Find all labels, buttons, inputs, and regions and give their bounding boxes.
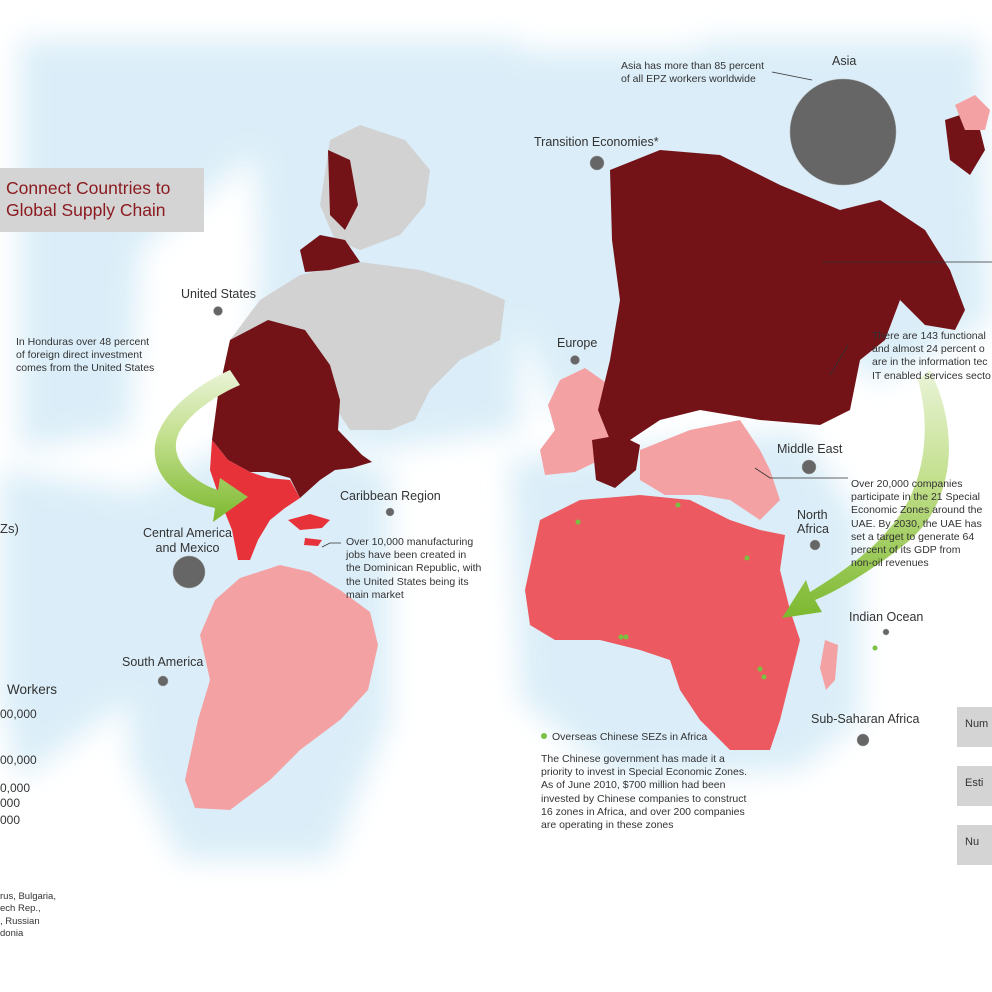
legend-box-estimate: Esti bbox=[957, 766, 992, 806]
legend-zs: Zs) bbox=[0, 521, 19, 536]
legend-box-estimate-label: Esti bbox=[965, 777, 984, 789]
curved-arrow-us-central-america bbox=[154, 370, 248, 522]
caribbean-label: Caribbean Region bbox=[340, 489, 441, 503]
alaska-land bbox=[300, 235, 360, 272]
europe-bubble bbox=[570, 355, 580, 365]
africa-land bbox=[525, 495, 800, 750]
pacific-pink bbox=[955, 95, 990, 130]
arrows bbox=[154, 370, 949, 618]
united-states-label: United States bbox=[181, 287, 257, 301]
sez-dot bbox=[761, 674, 767, 680]
north-africa-label: North Africa bbox=[797, 508, 829, 536]
sez-dot bbox=[623, 634, 629, 640]
us-bubble bbox=[213, 306, 223, 316]
sub-saharan-label: Sub-Saharan Africa bbox=[811, 712, 920, 726]
south-america-land bbox=[185, 565, 378, 810]
legend-value-2: 00,000 bbox=[0, 753, 37, 767]
sez-dot bbox=[575, 519, 581, 525]
india-leader-line bbox=[829, 344, 849, 376]
asia-note: Asia has more than 85 percent of all EPZ… bbox=[621, 60, 765, 86]
transition-bubble bbox=[589, 155, 605, 171]
asia-leader-line bbox=[771, 71, 813, 81]
europe-label: Europe bbox=[557, 336, 598, 350]
land bbox=[185, 95, 990, 810]
north-pacific-dark bbox=[328, 150, 358, 230]
legend-value-3: 0,000 bbox=[0, 781, 31, 795]
legend-box-num: Nu bbox=[957, 825, 992, 865]
usa-land bbox=[212, 320, 372, 498]
sez-dot bbox=[744, 555, 750, 561]
sez-legend-label: Overseas Chinese SEZs in Africa bbox=[552, 731, 708, 743]
dominican-leader-line bbox=[321, 542, 341, 548]
bubbles bbox=[157, 78, 897, 747]
legend-value-4: 000 bbox=[0, 796, 21, 810]
madagascar-land bbox=[820, 640, 838, 690]
middle-east-land bbox=[640, 420, 780, 520]
asia-label: Asia bbox=[832, 54, 857, 68]
dominican-note: Over 10,000 manufacturing jobs have been… bbox=[346, 536, 482, 601]
legend-value-1: 00,000 bbox=[0, 707, 37, 721]
east-asia-land bbox=[840, 200, 965, 330]
transition-economies-label: Transition Economies* bbox=[534, 135, 659, 149]
indian-ocean-label: Indian Ocean bbox=[849, 610, 924, 624]
india-note: There are 143 functional and almost 24 p… bbox=[872, 330, 991, 382]
legend-footnote: rus, Bulgaria, ech Rep., , Russian donia bbox=[0, 891, 56, 939]
sez-legend-dot bbox=[541, 733, 547, 739]
legend-workers: Workers bbox=[7, 682, 58, 697]
sez-dot bbox=[675, 502, 681, 508]
uae-leader-line bbox=[754, 467, 848, 479]
russia-land bbox=[598, 150, 900, 440]
map-title: Connect Countries to Global Supply Chain bbox=[6, 178, 171, 220]
curved-arrow-uae-africa bbox=[782, 370, 949, 618]
legend-box-num-label: Nu bbox=[965, 836, 980, 848]
legend-box-number: Num bbox=[957, 707, 992, 747]
honduras-note: In Honduras over 48 percent of foreign d… bbox=[16, 336, 155, 375]
legend-box-number-label: Num bbox=[965, 718, 989, 730]
canada-islands bbox=[430, 292, 498, 350]
middle-east-bubble bbox=[801, 459, 817, 475]
central-america-bubble bbox=[172, 555, 206, 589]
china-africa-note: The Chinese government has made it a pri… bbox=[541, 753, 748, 832]
leader-lines bbox=[321, 71, 992, 548]
indian-ocean-bubble bbox=[882, 628, 890, 636]
sez-dot bbox=[618, 634, 624, 640]
legend-value-5: 000 bbox=[0, 813, 21, 827]
mexico-land bbox=[210, 440, 300, 560]
sez-dot bbox=[757, 666, 763, 672]
caribbean-bubble bbox=[385, 507, 395, 517]
south-america-bubble bbox=[157, 675, 169, 687]
central-america-label: Central America and Mexico bbox=[143, 526, 232, 555]
uae-note: Over 20,000 companies participate in the… bbox=[851, 478, 983, 570]
middle-east-label: Middle East bbox=[777, 442, 843, 456]
sub-saharan-bubble bbox=[856, 733, 870, 747]
eastern-europe-dark bbox=[592, 435, 640, 488]
title-box: Connect Countries to Global Supply Chain bbox=[0, 168, 204, 232]
north-africa-bubble bbox=[809, 539, 821, 551]
asia-bubble bbox=[789, 78, 897, 186]
sez-dot bbox=[872, 645, 878, 651]
south-america-label: South America bbox=[122, 655, 204, 669]
caribbean-islands bbox=[288, 514, 330, 546]
sez-dots bbox=[541, 502, 878, 739]
